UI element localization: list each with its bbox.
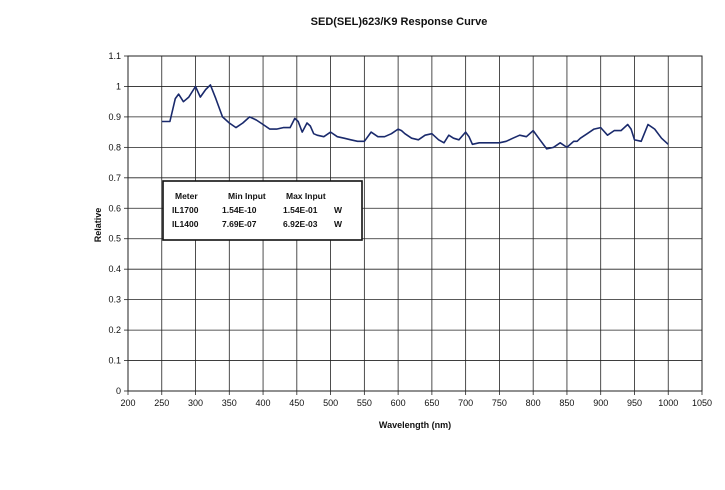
table-row-1-max: 1.54E-01 (283, 205, 318, 215)
x-axis-ticks: 200 250 300 350 400 450 500 550 600 650 700 750 800 8… (120, 391, 712, 408)
table-row-2-min: 7.69E-07 (222, 219, 257, 229)
table-row-2-unit: W (334, 219, 343, 229)
x-tick-label: 550 (357, 398, 372, 408)
x-tick-label: 450 (289, 398, 304, 408)
y-tick-label: 0.5 (108, 234, 121, 244)
x-tick-label: 200 (120, 398, 135, 408)
meter-table: Meter Min Input Max Input IL1700 1.54E-1… (162, 180, 363, 241)
y-tick-label: 1 (116, 81, 121, 91)
y-tick-label: 0.3 (108, 295, 121, 305)
x-tick-label: 350 (222, 398, 237, 408)
y-tick-label: 0.8 (108, 142, 121, 152)
y-tick-label: 0.4 (108, 264, 121, 274)
x-tick-label: 250 (154, 398, 169, 408)
y-tick-label: 0.2 (108, 325, 121, 335)
x-tick-label: 1050 (692, 398, 712, 408)
x-tick-label: 300 (188, 398, 203, 408)
response-series-line (161, 84, 669, 150)
x-axis-label: Wavelength (nm) (379, 420, 451, 430)
plot-border (127, 55, 703, 392)
chart-title: SED(SEL)623/K9 Response Curve (311, 16, 488, 28)
y-tick-label: 0.9 (108, 112, 121, 122)
y-axis-label: Relative (93, 208, 103, 243)
x-tick-label: 600 (391, 398, 406, 408)
meter-table-box (162, 180, 363, 241)
table-row-1-unit: W (334, 205, 343, 215)
series (161, 84, 669, 150)
table-row-1-meter: IL1700 (172, 205, 199, 215)
table-header-min-input: Min Input (228, 191, 266, 201)
table-header-meter: Meter (175, 191, 198, 201)
y-axis-ticks: 0 0.1 0.2 0.3 0.4 0.5 0.6 0.7 0.8 0.9 1 1.1 (108, 51, 128, 396)
x-tick-label: 1000 (658, 398, 678, 408)
x-tick-label: 900 (593, 398, 608, 408)
y-tick-label: 0.7 (108, 173, 121, 183)
table-row-2-max: 6.92E-03 (283, 219, 318, 229)
y-tick-label: 0 (116, 386, 121, 396)
x-tick-label: 500 (323, 398, 338, 408)
y-tick-label: 0.1 (108, 356, 121, 366)
x-tick-label: 950 (627, 398, 642, 408)
y-tick-label: 0.6 (108, 203, 121, 213)
x-tick-label: 400 (256, 398, 271, 408)
y-tick-label: 1.1 (108, 51, 121, 61)
x-tick-label: 850 (559, 398, 574, 408)
x-tick-label: 800 (526, 398, 541, 408)
table-row-1-min: 1.54E-10 (222, 205, 257, 215)
x-tick-label: 650 (424, 398, 439, 408)
table-header-max-input: Max Input (286, 191, 326, 201)
x-tick-label: 750 (492, 398, 507, 408)
table-row-2-meter: IL1400 (172, 219, 199, 229)
x-tick-label: 700 (458, 398, 473, 408)
